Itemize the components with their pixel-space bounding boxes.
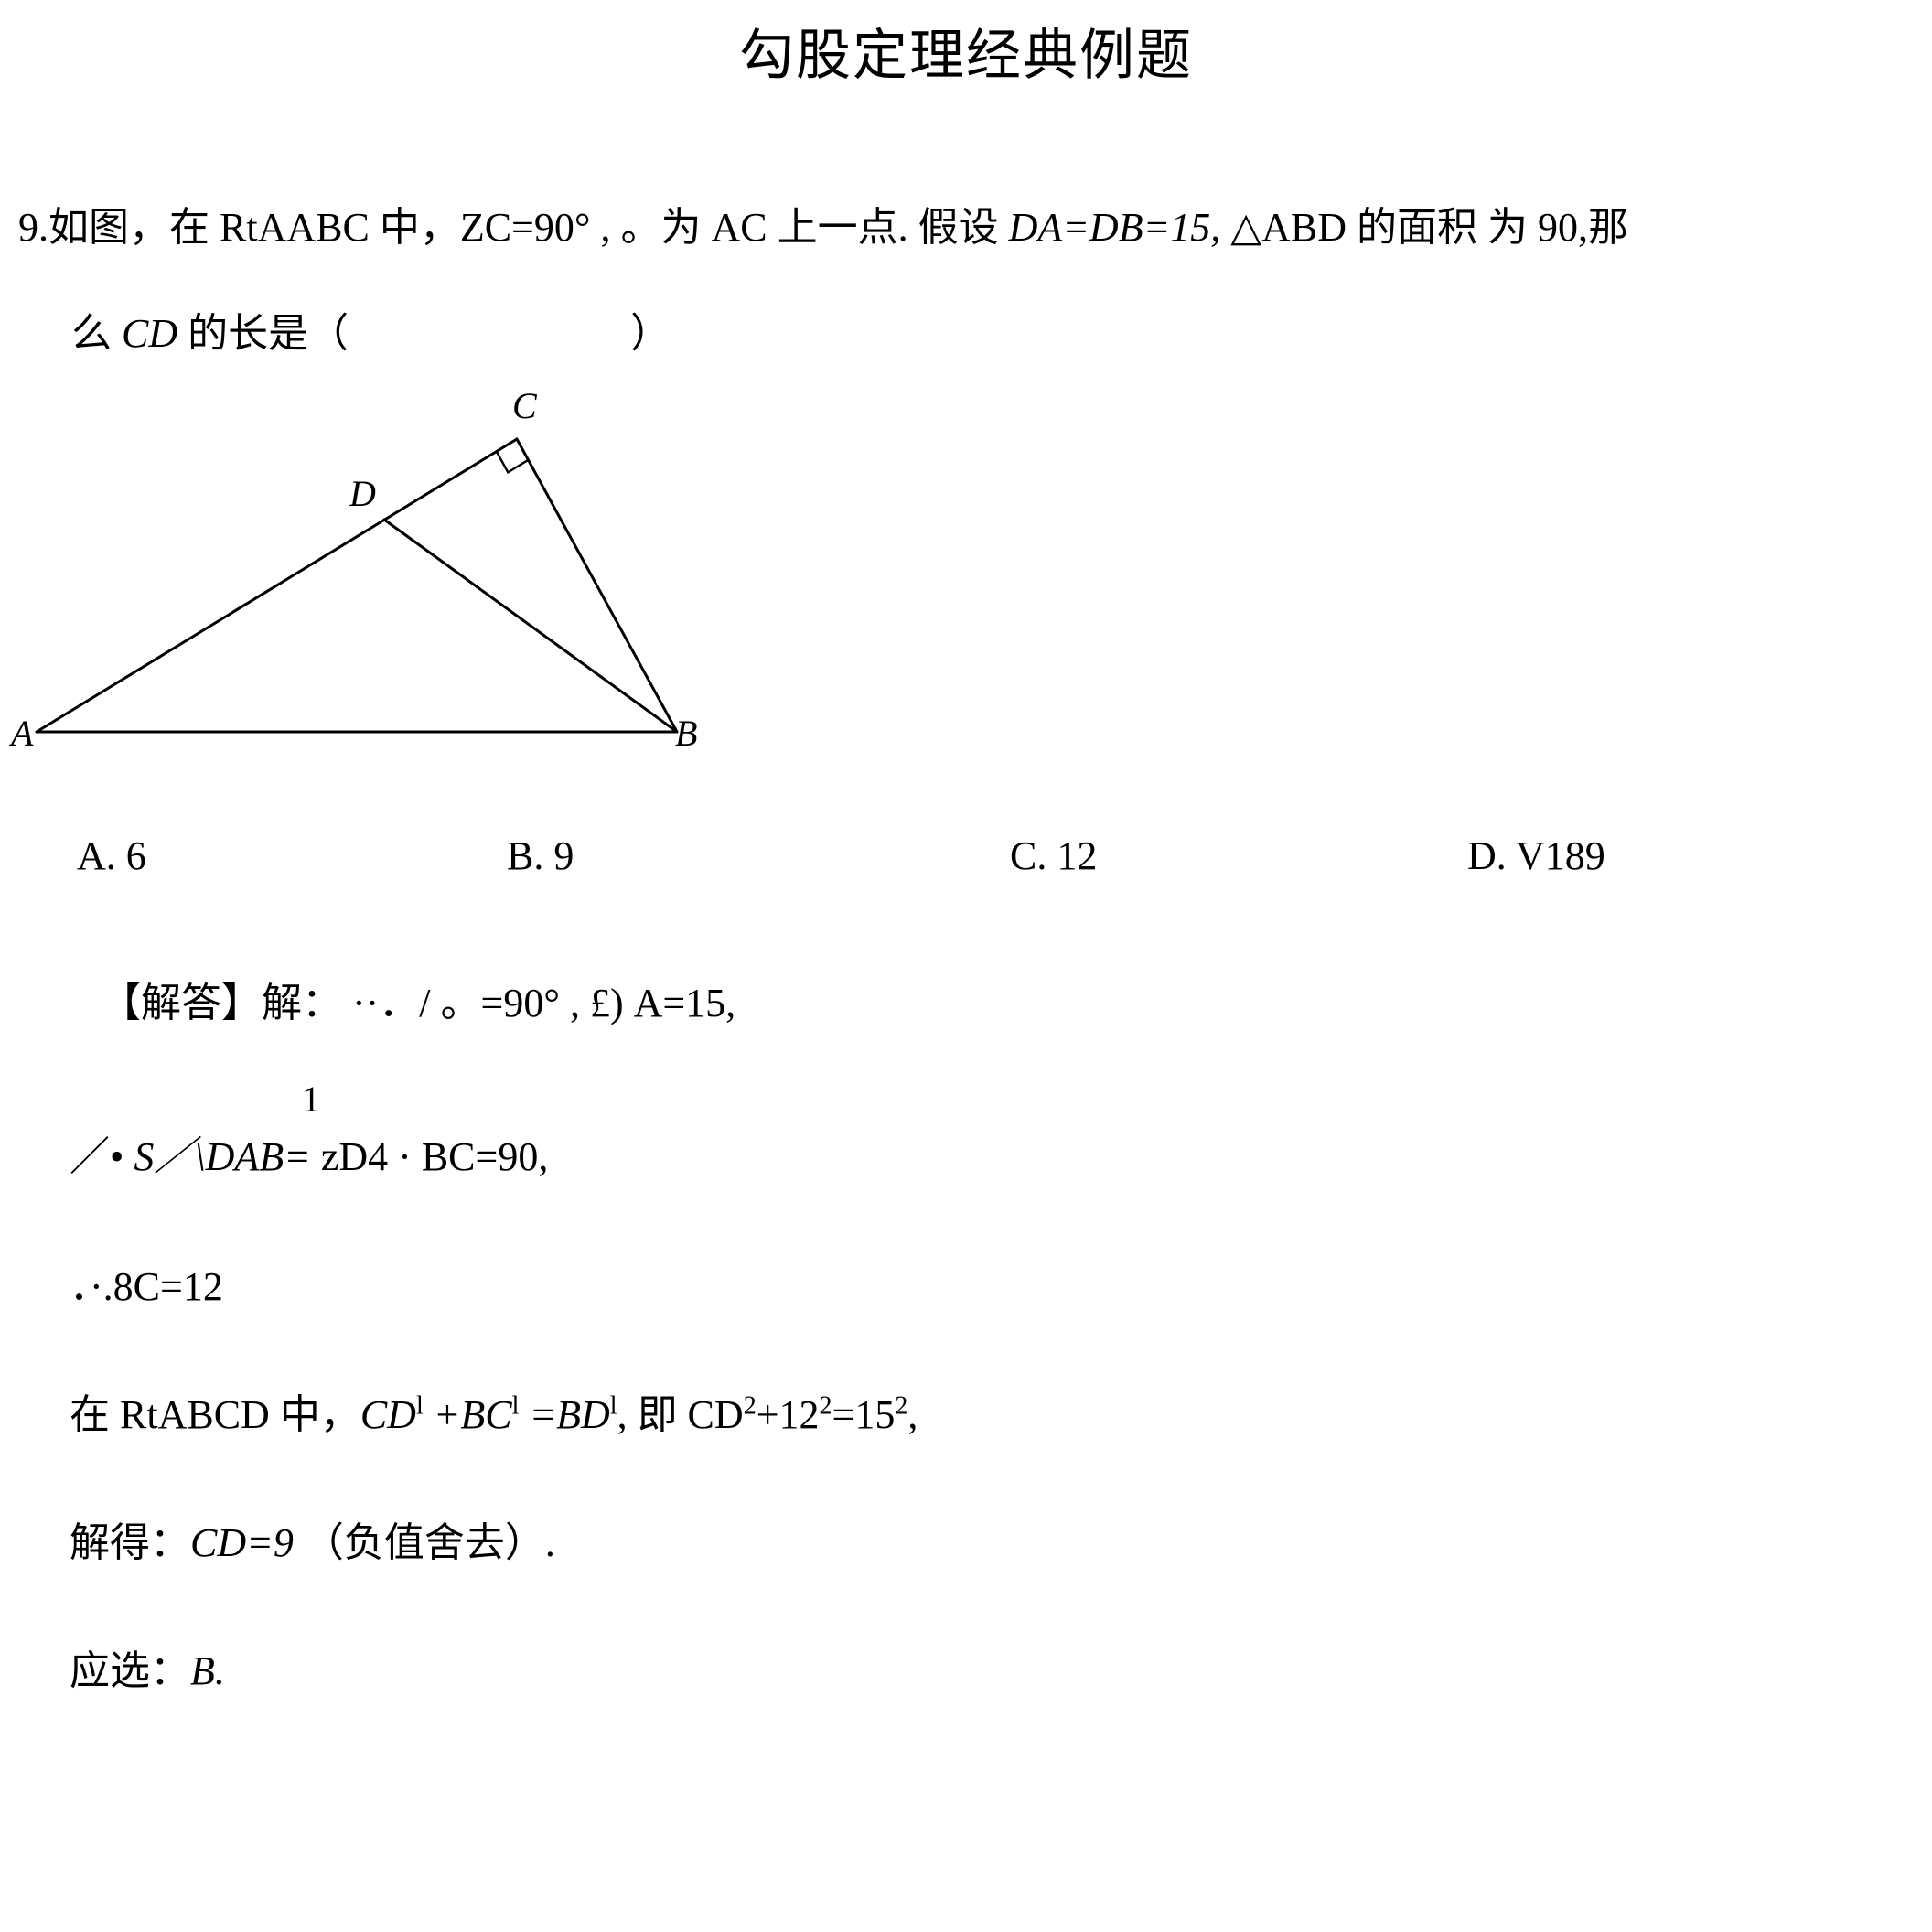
sl5-a: 解得： — [70, 1520, 190, 1565]
page-root: 勾股定理经典例题 9.如图，在 RtAABC 中，ZC=90° , 。为 AC … — [0, 0, 1932, 1932]
question-number: 9. — [18, 205, 48, 250]
sl4-sup3: l — [610, 1391, 617, 1420]
page-title: 勾股定理经典例题 — [0, 11, 1932, 91]
sl4-a: 在 RtABCD 中， — [70, 1392, 360, 1437]
sl4-sup6: 2 — [895, 1391, 907, 1420]
question-line-1: 9.如图，在 RtAABC 中，ZC=90° , 。为 AC 上一点. 假设 D… — [18, 194, 1628, 252]
solution-line-3: ．·.8C=12 — [70, 1253, 223, 1312]
q1-part-b: DA=DB=15, — [1009, 205, 1221, 250]
q1-part-c: △ABD 的面积 为 90,那 — [1220, 205, 1628, 250]
q2-part-c: 的长是（ ） — [177, 311, 671, 356]
solution-line-6: 应选：B. — [70, 1637, 225, 1696]
option-b: B. 9 — [507, 832, 574, 879]
sl4-f: +12 — [757, 1392, 820, 1437]
question-line-2: 么 CD 的长是（ ） — [71, 300, 671, 359]
q1-part-a: 如图，在 RtAABC 中，ZC=90° , 。为 AC 上一点. 假设 — [48, 205, 1009, 250]
sl6-a: 应选： — [70, 1648, 190, 1693]
solution-line-1: 【解答】解： ··．/ 。=90° , £) A=15, — [101, 970, 735, 1028]
vertex-label-d: D — [349, 472, 376, 515]
q2-part-b: CD — [122, 311, 177, 356]
sl4-c: +BC — [424, 1392, 512, 1437]
sl2-b: S／\DAB= — [134, 1134, 310, 1179]
sl4-e: , 即 CD — [617, 1392, 744, 1437]
sl4-g: =15 — [832, 1392, 896, 1437]
q2-part-a: 么 — [71, 311, 122, 356]
sl6-b: B. — [190, 1648, 225, 1693]
option-a: A. 6 — [77, 832, 146, 879]
sl4-b: CD — [360, 1392, 416, 1437]
solution-line-4: 在 RtABCD 中，CDl +BCl =BDl, 即 CD2+122=152, — [70, 1381, 918, 1440]
sl4-sup4: 2 — [744, 1391, 757, 1420]
sl5-c: （负值舍去）. — [294, 1520, 555, 1565]
sl4-sup5: 2 — [820, 1391, 832, 1420]
sl2-c: zD4 · BC=90, — [311, 1134, 548, 1179]
fraction-numerator: 1 — [302, 1078, 320, 1121]
vertex-label-b: B — [675, 712, 697, 755]
vertex-label-a: A — [11, 712, 33, 755]
option-d: D. V189 — [1467, 832, 1605, 879]
sl4-d: =BD — [519, 1392, 609, 1437]
solution-line-2: ／• S／\DAB= zD4 · BC=90, — [70, 1123, 548, 1182]
sl4-sup1: l — [416, 1391, 424, 1420]
sl2-a: ／• — [70, 1134, 134, 1179]
vertex-label-c: C — [512, 384, 537, 427]
option-c: C. 12 — [1010, 832, 1097, 879]
solution-line-5: 解得：CD=9 （负值舍去）. — [70, 1509, 555, 1568]
triangle-svg — [18, 384, 750, 768]
triangle-diagram: A B C D — [18, 384, 750, 768]
sl4-h: , — [907, 1392, 918, 1437]
sl5-b: CD=9 — [190, 1520, 294, 1565]
